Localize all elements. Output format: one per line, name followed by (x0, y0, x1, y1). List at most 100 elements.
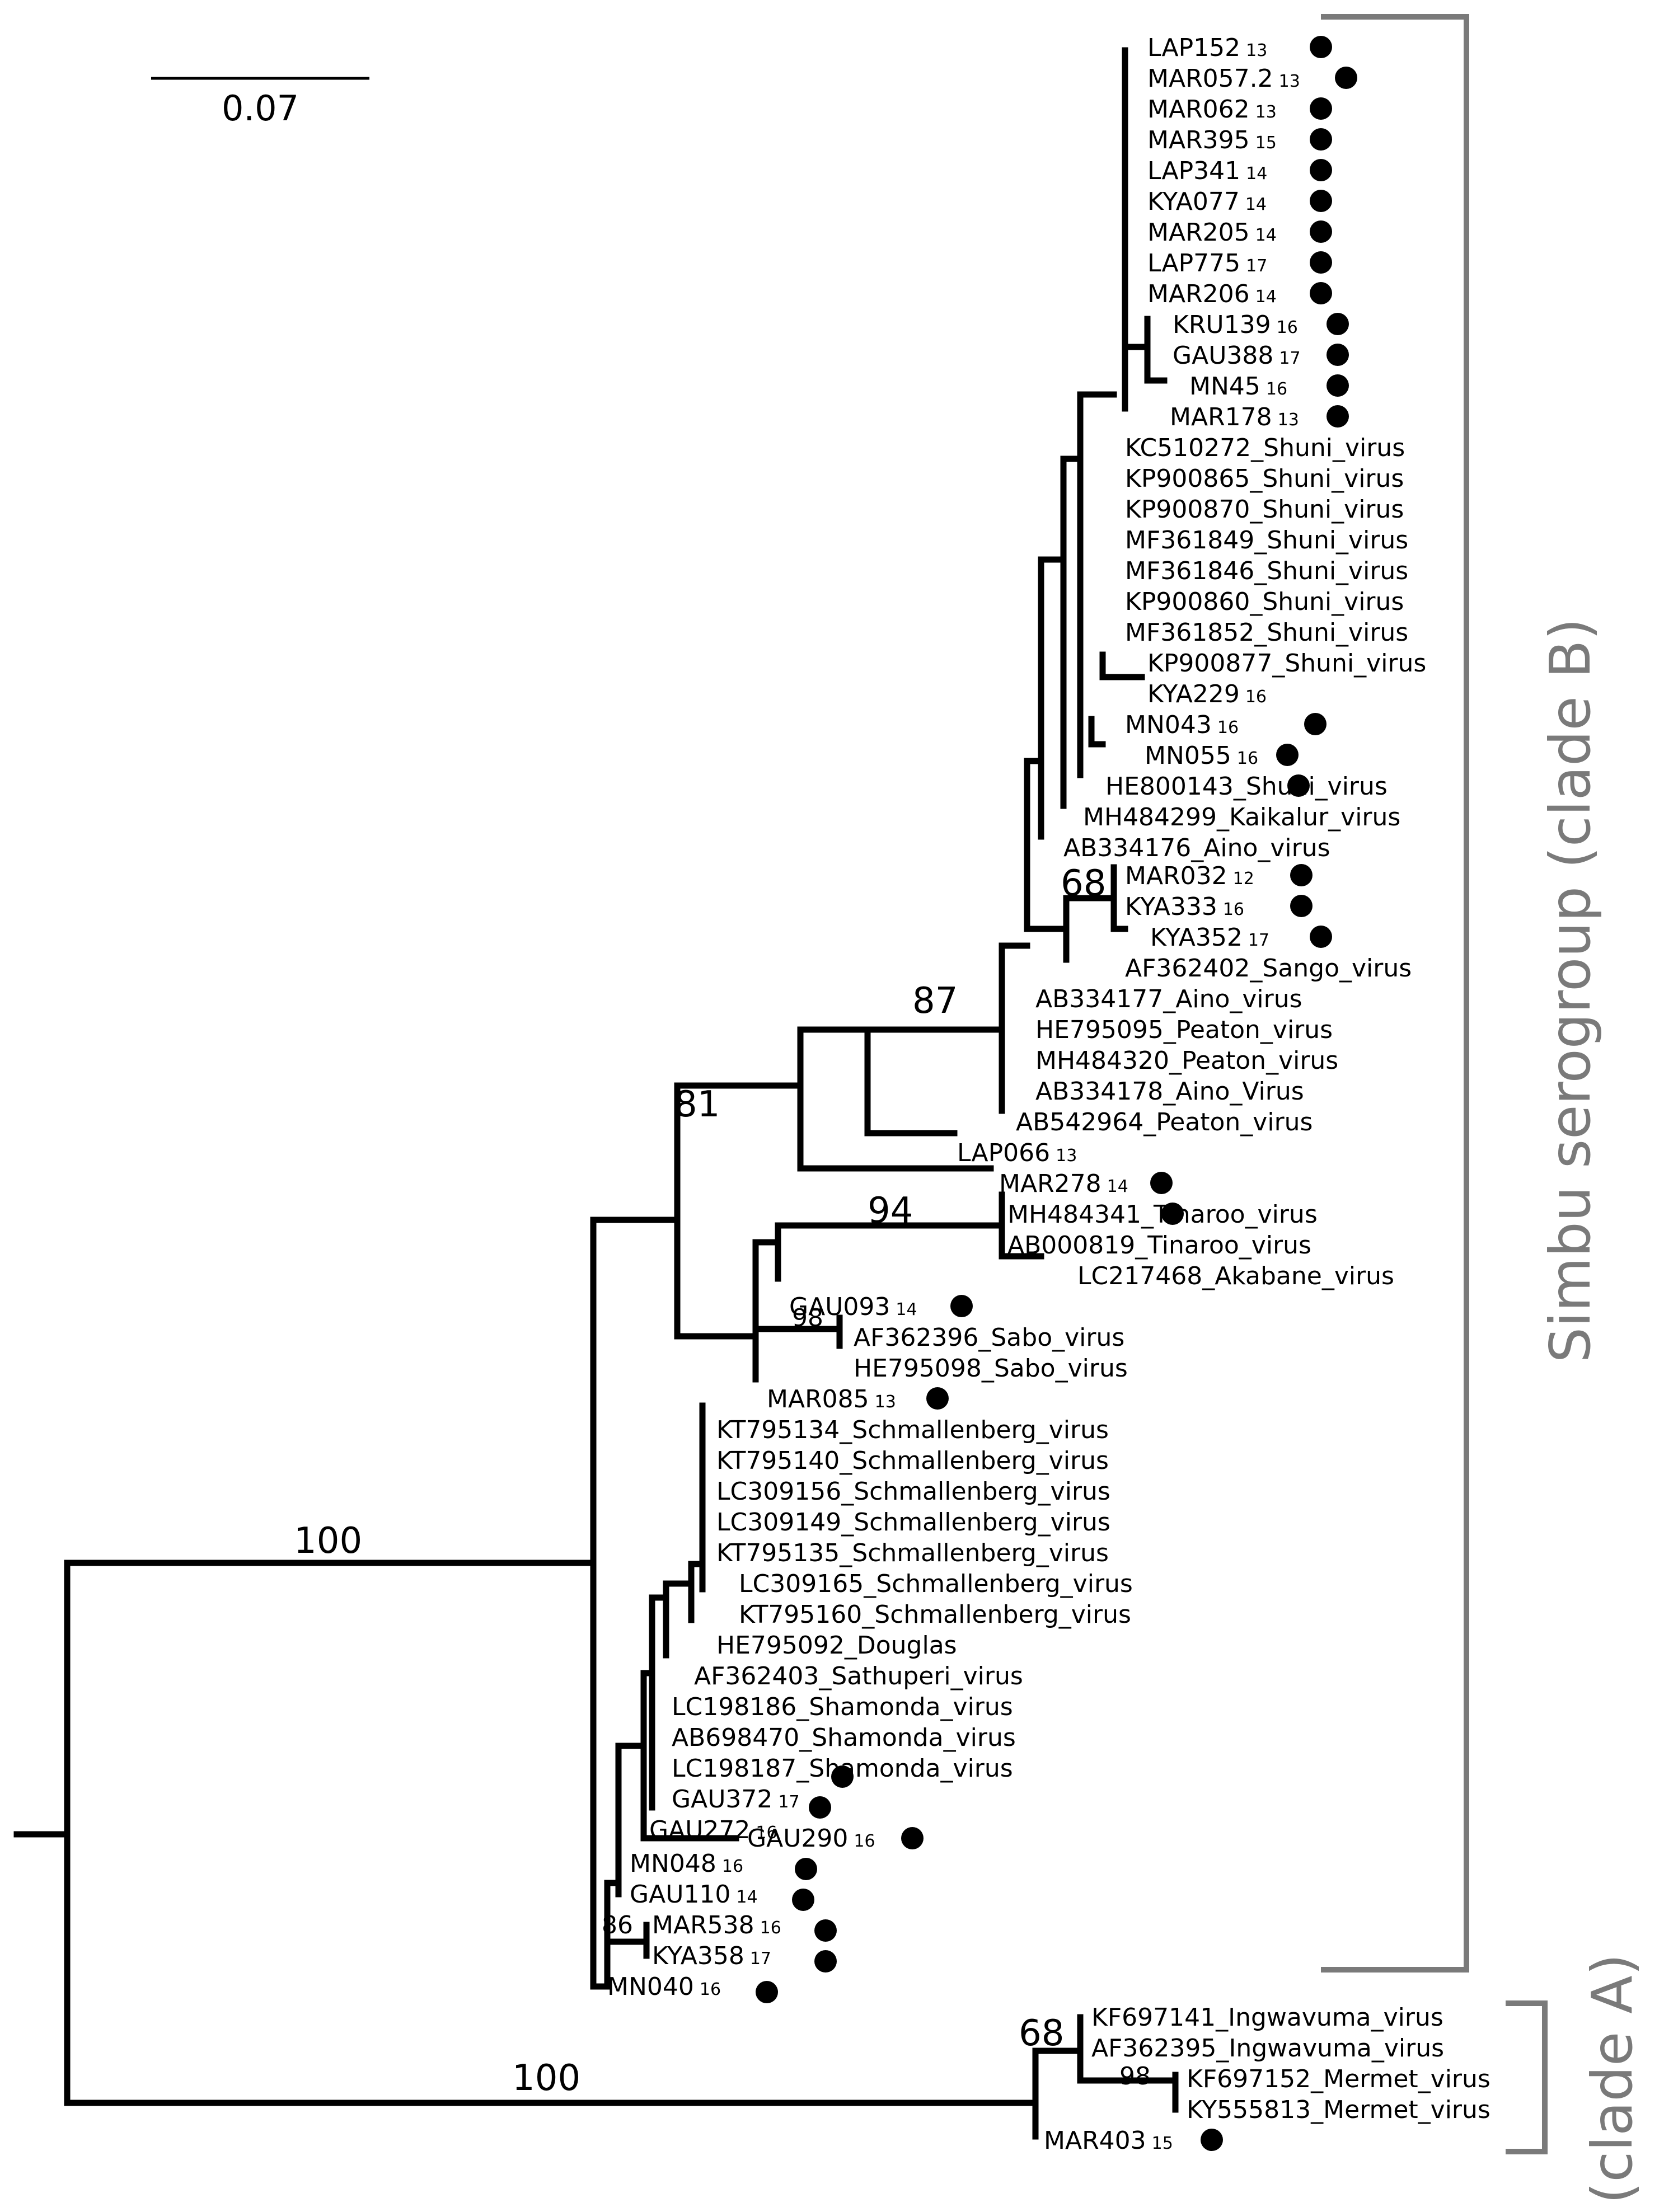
leaf-label: AB542964_Peaton_virus (1016, 1108, 1313, 1136)
sample-dot (1310, 190, 1332, 212)
sample-dot (1327, 313, 1349, 335)
leaf-label: LC309156_Schmallenberg_virus (716, 1477, 1110, 1506)
scale-bar-label: 0.07 (222, 88, 299, 129)
sample-dot (814, 1950, 837, 1973)
leaf-label: HE800143_Shuni_virus (1105, 772, 1388, 801)
leaf-label: AB334176_Aino_virus (1063, 834, 1330, 862)
leaf-label: KT795140_Schmallenberg_virus (716, 1447, 1109, 1475)
leaf-label: AB698470_Shamonda_virus (672, 1723, 1016, 1752)
sample-dot (926, 1387, 949, 1410)
sample-dot (950, 1295, 973, 1317)
leaf-label: MN043 16 (1125, 711, 1239, 739)
sample-dot (831, 1765, 854, 1788)
leaf-label: KYA077 14 (1147, 187, 1267, 216)
leaf-label: MAR032 12 (1125, 862, 1254, 890)
sample-dot (1310, 128, 1332, 151)
leaf-label: MF361849_Shuni_virus (1125, 526, 1408, 555)
leaf-label: KYA229 16 (1147, 680, 1267, 708)
clade-b-label: Simbu serogroup (clade B) (1538, 618, 1603, 1363)
leaf-label: LAP775 17 (1147, 249, 1267, 278)
support-value: 100 (512, 2058, 580, 2099)
support-value: 94 (868, 1190, 913, 1232)
clade-a-label: (clade A) (1579, 1953, 1645, 2204)
leaf-label: AF362403_Sathuperi_virus (694, 1662, 1023, 1690)
leaf-label: MN040 16 (607, 1973, 721, 2001)
support-value: 68 (1019, 2013, 1064, 2054)
leaf-label: LC217468_Akabane_virus (1077, 1262, 1394, 1290)
leaf-label: AB000819_Tinaroo_virus (1007, 1231, 1311, 1260)
sample-dot (809, 1796, 831, 1819)
leaf-label: GAU290 16 (747, 1824, 875, 1853)
leaf-label: MAR395 15 (1147, 126, 1277, 154)
leaf-label: KF697141_Ingwavuma_virus (1091, 2003, 1443, 2032)
leaf-label: LAP066 13 (957, 1139, 1077, 1167)
sample-dot (1310, 282, 1332, 304)
leaf-label: LC309149_Schmallenberg_virus (716, 1508, 1110, 1537)
sample-dot (1310, 36, 1332, 58)
leaf-label: MF361846_Shuni_virus (1125, 557, 1408, 585)
support-values: 100 100 81 87 68 94 98 86 68 98 (294, 863, 1151, 2099)
sample-dot (795, 1858, 817, 1880)
leaf-label: KY555813_Mermet_virus (1187, 2096, 1490, 2124)
leaf-label: MAR062 13 (1147, 95, 1277, 124)
sample-dot (1287, 774, 1310, 797)
support-value: 98 (792, 1304, 823, 1332)
leaf-label: KYA333 16 (1125, 893, 1244, 921)
leaf-label: GAU372 17 (672, 1785, 800, 1814)
sample-dot (1310, 926, 1332, 948)
leaf-label: KT795135_Schmallenberg_virus (716, 1539, 1109, 1567)
sample-dot (1335, 67, 1357, 89)
sample-dot (1276, 744, 1299, 766)
support-value: 86 (602, 1911, 633, 1939)
leaf-label: MAR085 13 (767, 1385, 896, 1413)
sample-dot (1201, 2129, 1223, 2151)
leaf-label: HE795098_Sabo_virus (854, 1354, 1128, 1383)
leaf-label: LAP152 13 (1147, 34, 1267, 62)
leaf-label: AF362396_Sabo_virus (854, 1323, 1124, 1352)
leaf-label: MAR205 14 (1147, 218, 1277, 247)
leaf-label: KRU139 16 (1173, 311, 1298, 339)
leaf-label: MAR206 14 (1147, 280, 1277, 308)
clade-brackets (1321, 14, 1548, 2154)
sample-dot (1310, 251, 1332, 274)
leaf-label: MAR538 16 (652, 1911, 781, 1939)
leaf-label: MAR403 15 (1044, 2126, 1173, 2155)
sample-dot (1290, 864, 1313, 886)
leaf-label: KP900860_Shuni_virus (1125, 588, 1404, 616)
sample-markers (756, 36, 1357, 2151)
sample-dot (814, 1919, 837, 1942)
sample-dot (792, 1889, 814, 1911)
sample-dot (1310, 159, 1332, 181)
sample-dot (1304, 713, 1327, 735)
leaf-label: LAP341 14 (1147, 157, 1267, 185)
leaf-label: KP900865_Shuni_virus (1125, 464, 1404, 493)
leaf-label: AF362402_Sango_virus (1125, 954, 1412, 983)
leaf-label: MAR057.2 13 (1147, 64, 1300, 93)
leaf-label: AF362395_Ingwavuma_virus (1091, 2034, 1444, 2063)
leaf-label: KF697152_Mermet_virus (1187, 2065, 1490, 2093)
leaf-label: KP900870_Shuni_virus (1125, 495, 1404, 524)
sample-dot (1161, 1203, 1184, 1225)
leaf-label: KYA352 17 (1150, 923, 1269, 952)
leaf-label: LC198186_Shamonda_virus (672, 1693, 1013, 1721)
leaf-label: HE795092_Douglas (716, 1631, 957, 1660)
sample-dot (756, 1981, 778, 2003)
leaf-label: GAU110 14 (630, 1880, 758, 1909)
leaf-label: MN048 16 (630, 1849, 743, 1878)
leaf-label: MF361852_Shuni_virus (1125, 618, 1408, 647)
sample-dot (1327, 344, 1349, 366)
clade-b-bracket (1321, 14, 1469, 1973)
leaf-label: MH484320_Peaton_virus (1035, 1046, 1338, 1075)
leaf-label: MAR278 14 (999, 1170, 1128, 1198)
sample-dot (1150, 1172, 1173, 1194)
leaf-label: MN45 16 (1189, 372, 1287, 401)
support-value: 87 (912, 980, 958, 1022)
support-value: 81 (674, 1084, 720, 1125)
leaf-label: KT795160_Schmallenberg_virus (739, 1600, 1131, 1629)
sample-dot (901, 1827, 924, 1849)
leaf-label: MN055 16 (1145, 741, 1258, 770)
leaf-label: GAU272 16 (649, 1816, 777, 1844)
leaf-label: MH484299_Kaikalur_virus (1083, 803, 1400, 832)
leaf-label: GAU388 17 (1173, 341, 1301, 370)
support-value: 98 (1119, 2062, 1151, 2091)
